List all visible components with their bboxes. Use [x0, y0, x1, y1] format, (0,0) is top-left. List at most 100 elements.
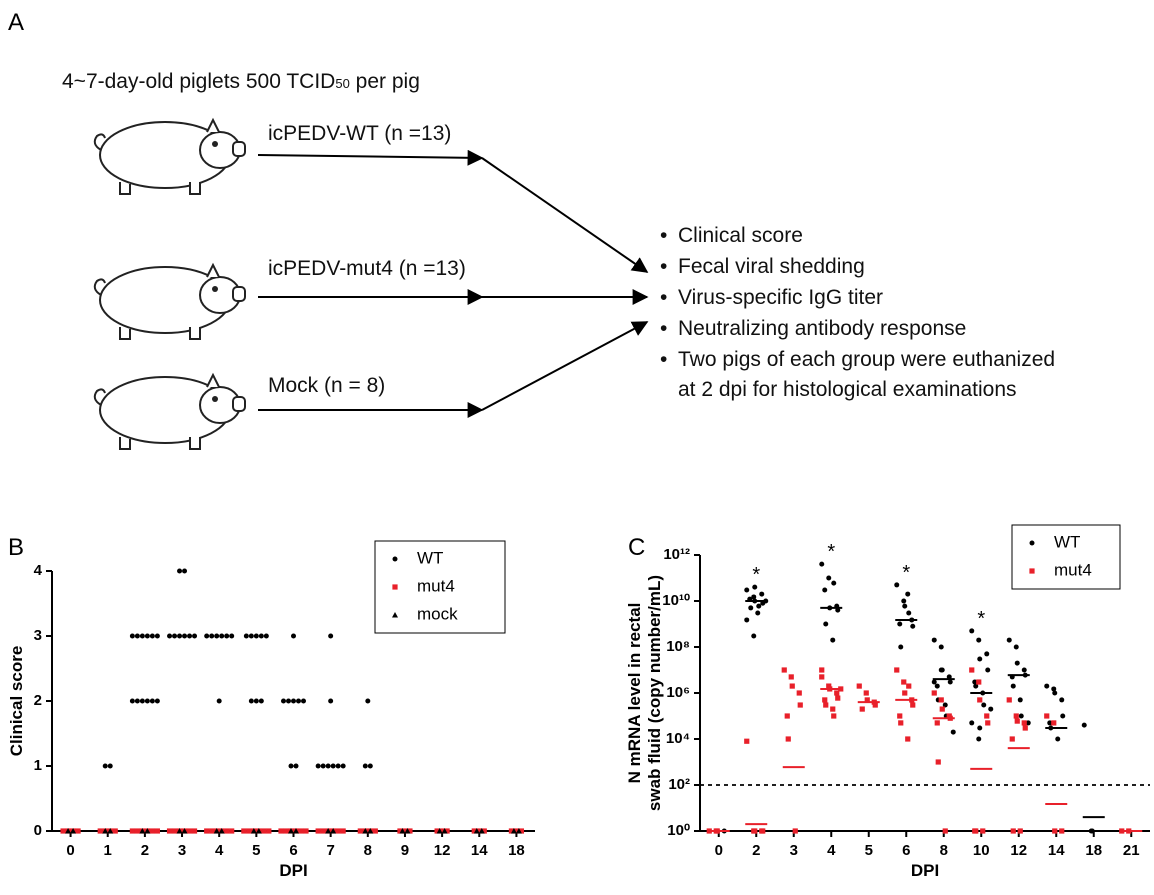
dot: [755, 610, 761, 616]
dot: [402, 828, 408, 834]
dot: [898, 644, 904, 650]
bullet: •: [660, 286, 667, 309]
bullet: •: [660, 317, 667, 340]
dot: [973, 828, 979, 834]
dot: [1010, 683, 1016, 689]
dot: [144, 698, 150, 704]
dot: [181, 828, 188, 834]
dot: [910, 623, 916, 629]
dot: [186, 828, 193, 834]
dot: [977, 697, 983, 703]
x-tick-label: 6: [289, 842, 297, 859]
dot: [149, 828, 155, 834]
dot: [969, 628, 975, 634]
y-tick-label: 10⁴: [666, 730, 690, 747]
dot: [1025, 720, 1031, 726]
dot: [340, 763, 346, 769]
dot: [510, 828, 517, 834]
dot: [129, 633, 135, 639]
dot: [942, 702, 948, 708]
dot: [154, 828, 160, 834]
dot: [1013, 713, 1019, 719]
dot: [938, 697, 944, 703]
dot: [823, 621, 829, 627]
dot: [1052, 690, 1058, 696]
legend-label: WT: [417, 548, 443, 567]
dot: [261, 828, 267, 834]
dot: [942, 828, 948, 834]
x-tick-label: 8: [940, 842, 948, 859]
dot: [60, 828, 66, 834]
dot: [149, 698, 155, 704]
dot: [139, 828, 146, 834]
dose-text: per pig: [350, 70, 420, 93]
dot: [781, 667, 787, 673]
dot: [1029, 540, 1035, 546]
dot: [1006, 637, 1012, 643]
dot: [901, 598, 907, 604]
dot: [476, 828, 482, 834]
dot: [744, 738, 750, 744]
dot: [901, 679, 907, 685]
dot: [166, 828, 173, 834]
bullet: •: [660, 224, 667, 247]
dot: [167, 633, 173, 639]
dot: [902, 603, 908, 609]
x-tick-label: 3: [178, 842, 186, 859]
dot: [751, 594, 757, 600]
dot: [1009, 736, 1015, 742]
dot: [253, 698, 259, 704]
dot: [372, 828, 378, 834]
dot: [1017, 828, 1023, 834]
x-tick-label: 21: [1123, 842, 1140, 859]
dose-sub: 50: [335, 76, 349, 91]
x-tick-label: 7: [326, 842, 334, 859]
dot: [367, 763, 373, 769]
dot: [328, 633, 334, 639]
dot: [224, 828, 230, 834]
y-tick-label: 4: [34, 562, 43, 579]
dot: [902, 690, 908, 696]
dot: [1018, 713, 1024, 719]
dot: [182, 633, 188, 639]
dot: [830, 637, 836, 643]
group-label: Mock (n = 8): [268, 374, 385, 397]
dot: [248, 698, 254, 704]
dot: [330, 828, 337, 834]
dot: [938, 667, 944, 673]
dot: [1044, 683, 1050, 689]
bullet: •: [660, 255, 667, 278]
dot: [75, 828, 81, 834]
dot: [792, 828, 798, 834]
dot: [797, 702, 803, 708]
dot: [219, 633, 225, 639]
x-axis-title: DPI: [911, 861, 939, 880]
dot: [191, 828, 198, 834]
dot: [988, 706, 994, 712]
pig-icon: [93, 264, 246, 340]
dot: [216, 698, 222, 704]
dot: [213, 828, 220, 834]
dot: [905, 591, 911, 597]
y-axis-title: swab fluid (copy number/mL): [645, 575, 664, 811]
outcome: Clinical score: [678, 224, 803, 247]
dot: [830, 706, 836, 712]
dot: [177, 633, 183, 639]
dot: [984, 713, 990, 719]
dot: [977, 656, 983, 662]
dot: [752, 828, 758, 834]
x-tick-label: 5: [252, 842, 260, 859]
dot: [258, 633, 264, 639]
dot: [831, 713, 837, 719]
dot: [192, 633, 198, 639]
dot: [1059, 697, 1065, 703]
dot: [1051, 720, 1057, 726]
x-tick-label: 4: [827, 842, 836, 859]
dot: [756, 603, 762, 609]
legend-label: mut4: [1054, 560, 1092, 579]
dot: [872, 702, 878, 708]
outcome: Neutralizing antibody response: [678, 317, 966, 340]
dot: [335, 828, 341, 834]
dot: [939, 706, 945, 712]
